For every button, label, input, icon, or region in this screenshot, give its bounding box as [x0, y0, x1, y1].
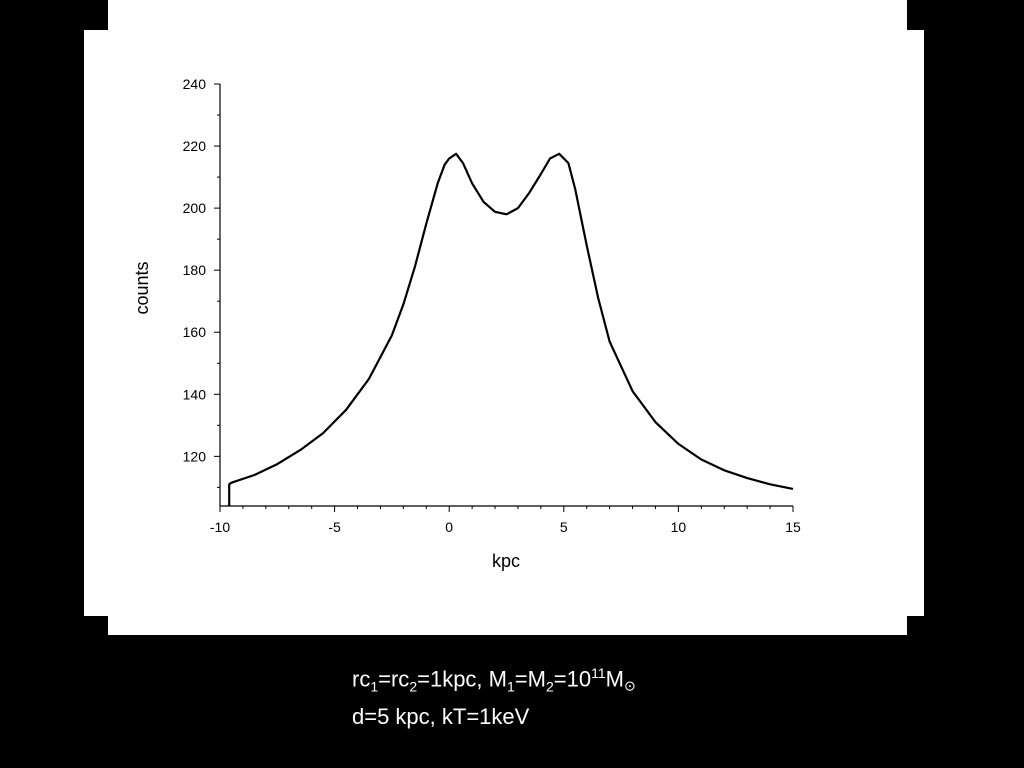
x-tick-label: 10 — [671, 519, 687, 535]
chart-series — [228, 152, 794, 506]
y-tick-label: 180 — [183, 262, 207, 278]
figure-panel-bottom — [108, 616, 907, 635]
x-axis-title: kpc — [492, 551, 520, 571]
y-tick-label: 220 — [183, 138, 207, 154]
series-line-1 — [228, 152, 794, 506]
x-tick-label: -5 — [328, 519, 341, 535]
chart-ticks: -10 -5 0 5 10 15 120 140 160 180 200 220 240 — [183, 76, 801, 535]
y-axis-title: counts — [132, 261, 152, 314]
y-tick-label: 160 — [183, 324, 207, 340]
y-tick-label: 140 — [183, 386, 207, 402]
solar-mass-symbol: ⊙ — [623, 677, 636, 694]
caption-line-1: rc1=rc2=1kpc, M1=M2=1011M⊙ — [352, 665, 636, 695]
caption-line-2: d=5 kpc, kT=1keV — [352, 703, 530, 729]
x-tick-label: 5 — [560, 519, 568, 535]
y-tick-label: 240 — [183, 76, 207, 92]
figure-panel — [84, 30, 924, 616]
x-tick-label: 15 — [785, 519, 801, 535]
chart-axes — [219, 84, 793, 507]
figure-panel-top — [108, 0, 907, 30]
y-tick-label: 200 — [183, 200, 207, 216]
y-tick-label: 120 — [183, 448, 207, 464]
figure-caption: rc1=rc2=1kpc, M1=M2=1011M⊙ d=5 kpc, kT=1… — [352, 658, 636, 732]
x-tick-label: 0 — [445, 519, 453, 535]
x-tick-label: -10 — [210, 519, 230, 535]
